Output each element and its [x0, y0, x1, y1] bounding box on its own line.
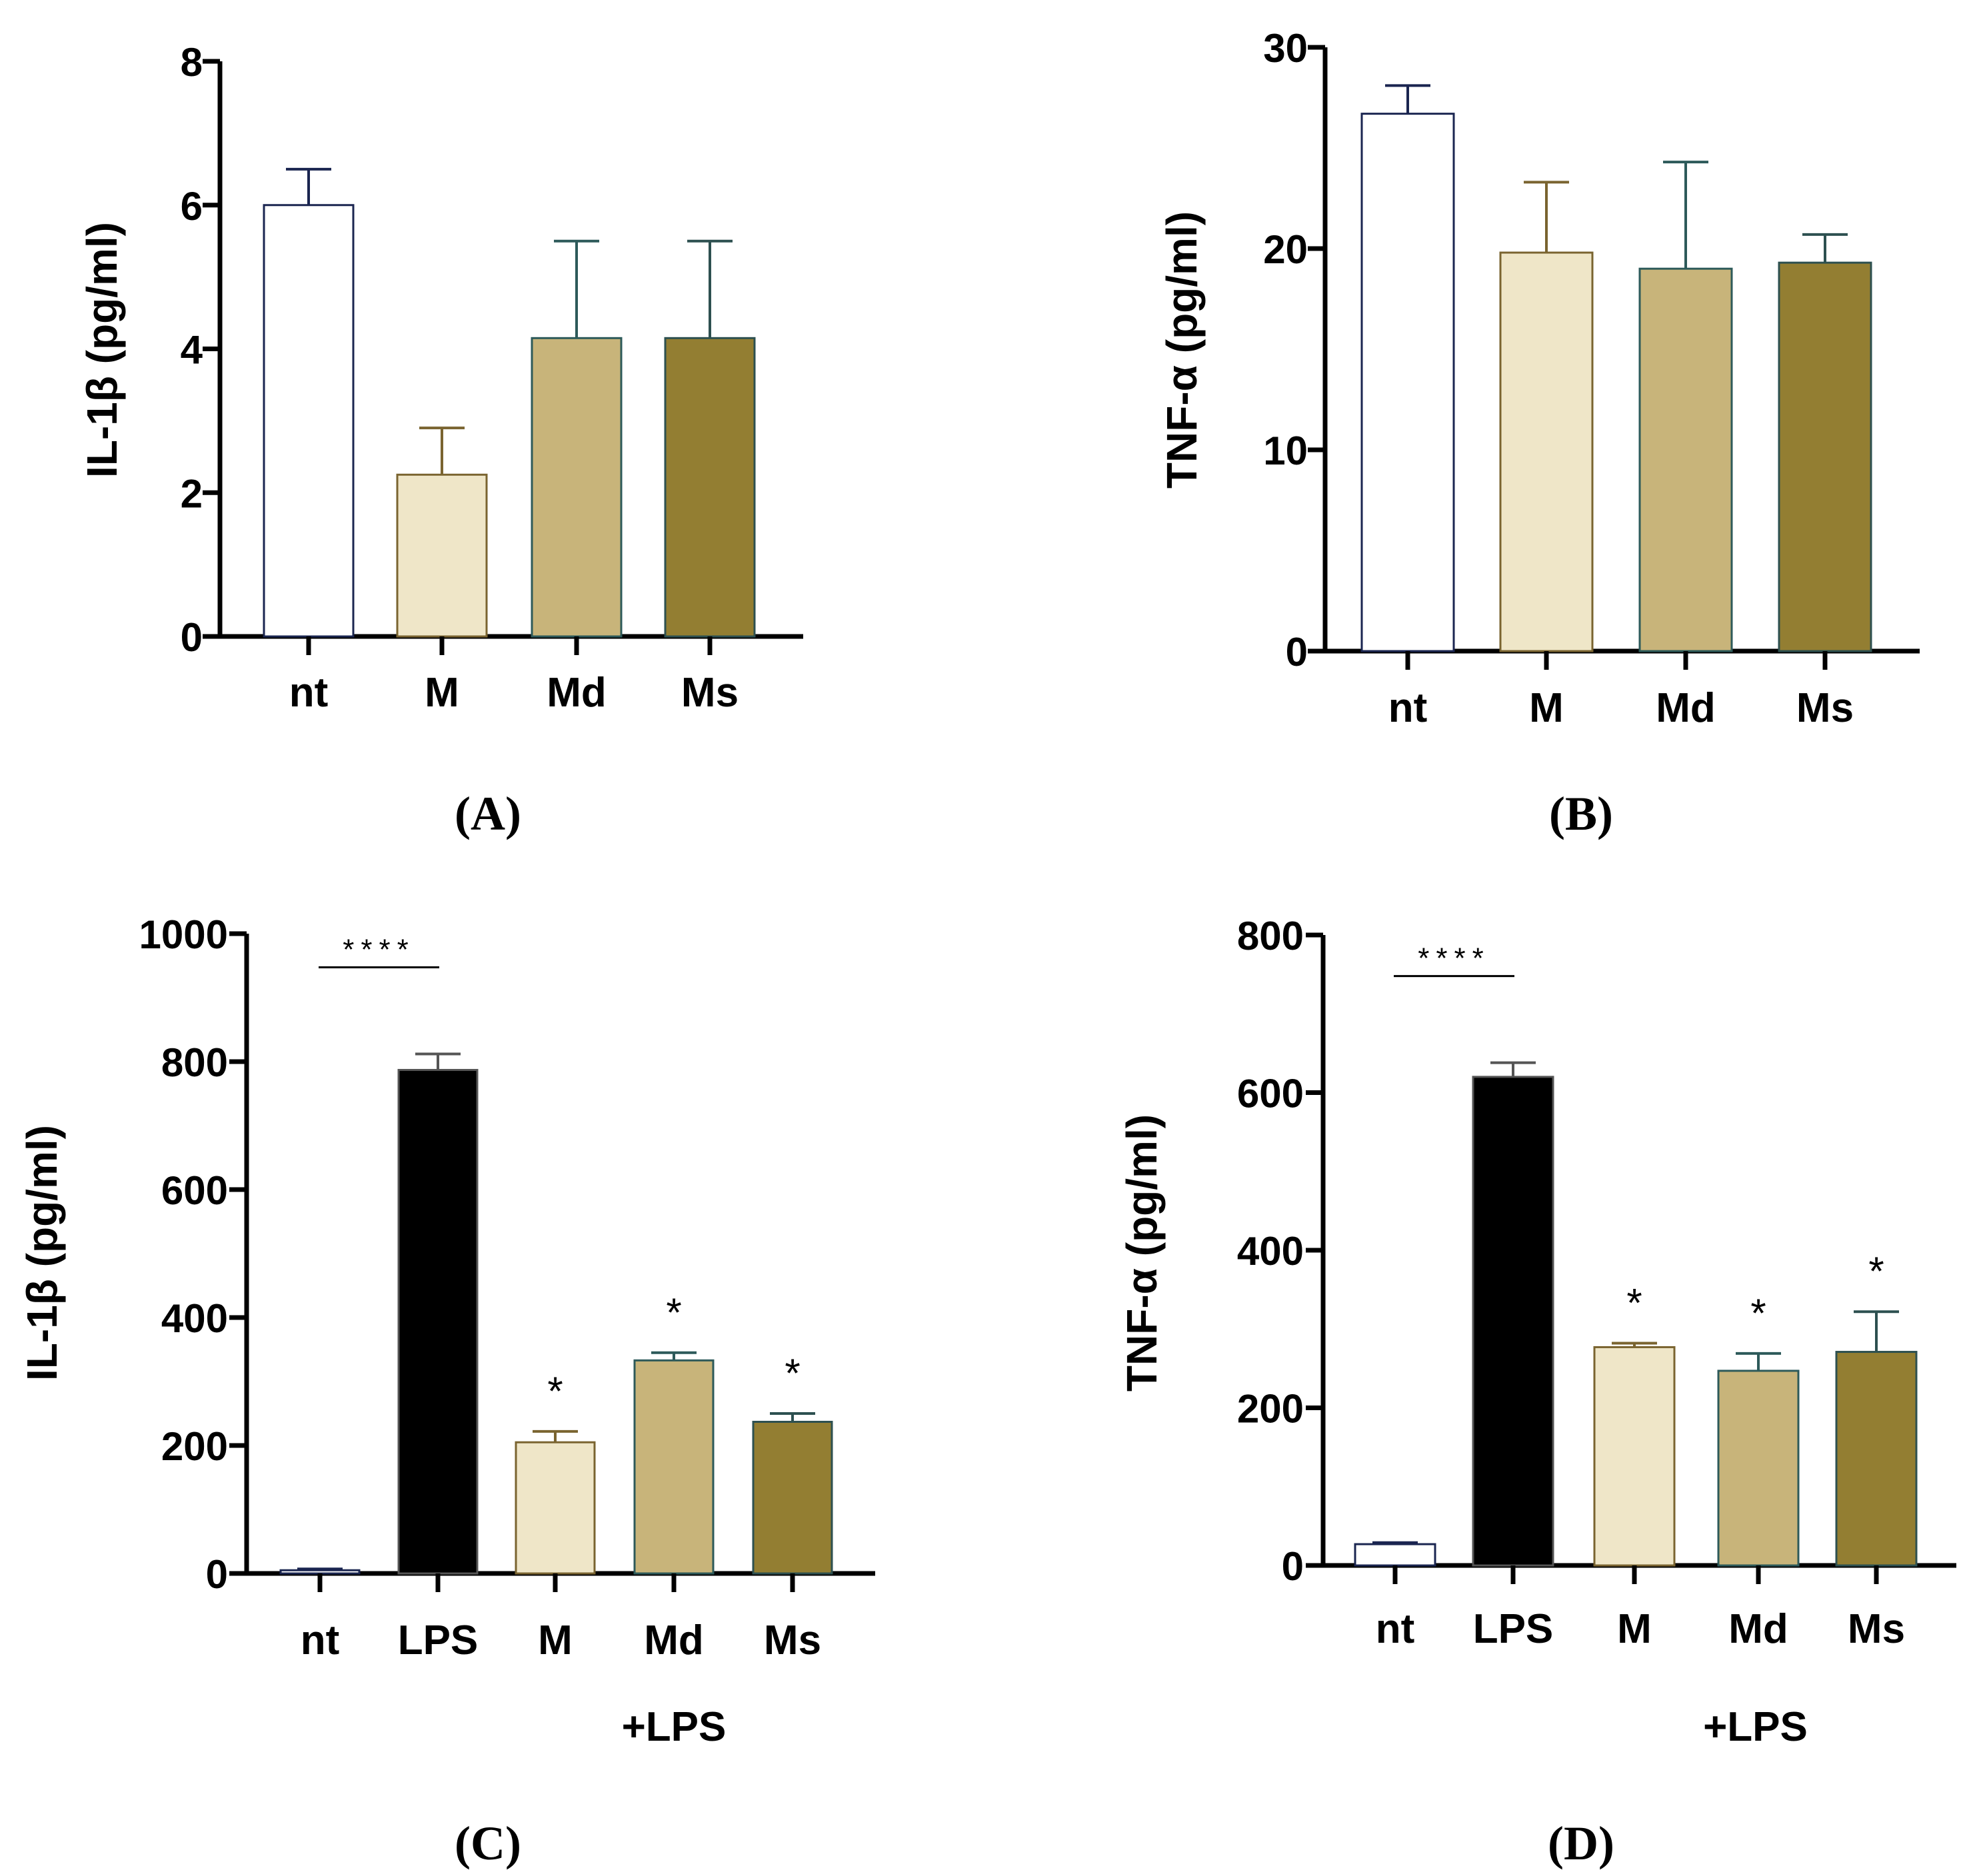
y-tick-label: 10 — [1263, 429, 1308, 473]
y-axis-title: IL-1β (pg/ml) — [78, 222, 126, 478]
y-tick-label: 200 — [1237, 1387, 1304, 1431]
y-axis-title: IL-1β (pg/ml) — [18, 1125, 66, 1381]
bar-ms — [1778, 261, 1872, 652]
category-label-m: M — [538, 1617, 573, 1663]
category-label-nt: nt — [1388, 685, 1428, 731]
y-axis-title: TNF-α (pg/ml) — [1158, 211, 1206, 488]
bar-nt — [1354, 1543, 1436, 1567]
category-label-md: Md — [547, 670, 607, 716]
y-tick-label: 1000 — [139, 912, 228, 957]
panel-c: 0 200 400 600 800 1000 IL-1β (pg/ml) nt LPS M Md Ms… — [18, 912, 875, 1870]
panel-label: (D) — [1548, 1817, 1614, 1870]
y-tick-label: 800 — [1237, 914, 1304, 958]
bar-m — [1593, 1346, 1676, 1567]
bar-md — [531, 337, 623, 638]
bar-nt — [279, 1569, 361, 1575]
y-tick-label: 30 — [1263, 26, 1308, 71]
panel-a: 0 2 4 6 8 IL-1β (pg/ml) nt M Md Ms (A) — [78, 40, 803, 840]
category-label-ms: Ms — [1796, 685, 1854, 731]
significance-star: * — [547, 1369, 563, 1413]
y-tick-label: 600 — [1237, 1072, 1304, 1116]
category-label-md: Md — [1728, 1606, 1788, 1652]
y-tick-label: 8 — [181, 40, 203, 85]
bar-ms — [752, 1420, 833, 1575]
bar-lps — [1472, 1076, 1554, 1567]
category-label-m: M — [1617, 1606, 1652, 1652]
category-label-md: Md — [1656, 685, 1716, 731]
y-tick-label: 6 — [181, 184, 203, 229]
significance-star: * — [666, 1290, 681, 1335]
y-tick-label: 600 — [161, 1168, 228, 1213]
y-tick-label: 4 — [181, 328, 203, 373]
significance-star: * — [1750, 1291, 1766, 1336]
category-label-m: M — [1529, 685, 1564, 731]
y-axis-title: TNF-α (pg/ml) — [1118, 1114, 1166, 1392]
y-tick-label: 800 — [161, 1040, 228, 1085]
significance-star: * — [1626, 1281, 1642, 1326]
panel-label: (C) — [455, 1817, 521, 1870]
panel-label: (B) — [1549, 787, 1613, 840]
bar-md — [633, 1359, 715, 1575]
significance-star: * — [1868, 1249, 1884, 1294]
category-label-m: M — [425, 670, 459, 716]
panel-b: 0 10 20 30 TNF-α (pg/ml) nt M Md Ms (B) — [1158, 26, 1920, 840]
category-label-lps: LPS — [1473, 1606, 1554, 1652]
bar-ms — [664, 337, 756, 638]
category-label-lps: LPS — [398, 1617, 479, 1663]
group-label: +LPS — [1703, 1704, 1808, 1750]
y-tick-label: 20 — [1263, 227, 1308, 272]
category-label-md: Md — [644, 1617, 704, 1663]
bar-ms — [1835, 1351, 1918, 1567]
bar-m — [396, 473, 488, 638]
y-tick-label: 0 — [1286, 630, 1308, 674]
y-tick-label: 0 — [1282, 1544, 1304, 1589]
y-tick-label: 400 — [161, 1296, 228, 1341]
category-label-ms: Ms — [1848, 1606, 1905, 1652]
category-label-nt: nt — [301, 1617, 340, 1663]
bar-lps — [397, 1068, 479, 1575]
bar-md — [1638, 267, 1733, 652]
bar-m — [1499, 251, 1594, 652]
bar-nt — [263, 204, 355, 638]
significance-star: * — [785, 1351, 800, 1396]
bar-md — [1717, 1370, 1800, 1567]
category-label-nt: nt — [1376, 1606, 1415, 1652]
panel-label: (A) — [455, 787, 521, 840]
bar-m — [515, 1441, 596, 1575]
y-tick-label: 400 — [1237, 1229, 1304, 1274]
y-tick-label: 0 — [206, 1552, 228, 1597]
bar-nt — [1360, 113, 1455, 652]
group-label: +LPS — [622, 1704, 727, 1750]
category-label-ms: Ms — [681, 670, 739, 716]
y-tick-label: 2 — [181, 471, 203, 516]
significance-label: **** — [343, 933, 415, 966]
y-tick-label: 200 — [161, 1424, 228, 1469]
significance-label: **** — [1418, 942, 1490, 975]
category-label-nt: nt — [289, 670, 329, 716]
category-label-ms: Ms — [764, 1617, 821, 1663]
y-tick-label: 0 — [181, 615, 203, 660]
